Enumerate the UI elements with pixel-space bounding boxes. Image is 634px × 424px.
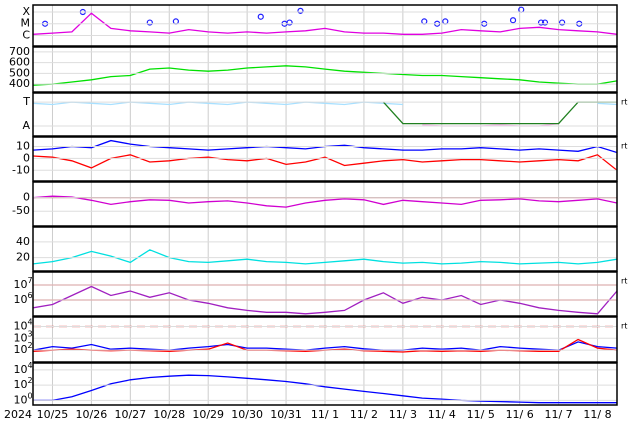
event-marker	[297, 7, 304, 14]
x-tick-label: 11/ 3	[389, 408, 417, 421]
tick-base: 10	[13, 278, 27, 291]
y-tick-label: M	[21, 17, 31, 30]
y-tick-label: -10	[12, 163, 30, 176]
x-tick-label: 10/27	[114, 408, 146, 421]
y-tick-label: 106	[13, 290, 32, 306]
y-tick-label: 400	[9, 77, 30, 90]
x-tick-label: 11/ 1	[311, 408, 339, 421]
y-tick-label: 107	[13, 276, 32, 292]
panel-frame	[32, 136, 618, 182]
event-marker	[559, 19, 566, 26]
plot-area	[33, 374, 617, 404]
y-tick-label: 0	[23, 191, 30, 204]
x-tick-label: 11/ 6	[506, 408, 534, 421]
tick-exponent: 4	[27, 317, 32, 326]
side-label: rt	[621, 98, 627, 107]
series-line	[33, 101, 617, 106]
side-label: rt	[621, 322, 627, 331]
x-tick-label: 10/25	[37, 408, 69, 421]
y-tick-label: -50	[12, 204, 30, 217]
panel-frame	[32, 316, 618, 363]
tick-base: 10	[13, 319, 27, 332]
tick-exponent: 4	[27, 360, 32, 369]
event-marker	[509, 17, 517, 24]
series-line	[382, 101, 617, 125]
series-line	[33, 285, 617, 315]
x-tick-label: 10/30	[231, 408, 263, 421]
y-tick-label: 0	[23, 151, 30, 164]
series-line	[33, 341, 617, 351]
panel-frame	[32, 46, 618, 93]
y-tick-label: 500	[9, 66, 30, 79]
event-marker	[172, 18, 179, 25]
y-tick-label: A	[22, 119, 30, 132]
x-tick-label: 11/ 2	[350, 408, 378, 421]
series-line	[33, 65, 617, 86]
panel-frame	[32, 362, 618, 406]
tick-base: 10	[13, 293, 27, 306]
y-tick-label: T	[22, 95, 30, 108]
x-tick-label: 10/26	[76, 408, 108, 421]
tick-exponent: 2	[27, 376, 32, 385]
panel-frame	[32, 92, 618, 137]
y-tick-label: 40	[16, 235, 30, 248]
y-tick-label: 103	[13, 329, 32, 345]
event-marker	[286, 19, 293, 26]
tick-base: 10	[13, 378, 27, 391]
y-tick-label: 20	[16, 251, 30, 264]
y-tick-label: C	[22, 28, 30, 41]
y-tick-label: 100	[13, 391, 32, 407]
y-tick-label: 104	[13, 317, 32, 333]
x-tick-label: 11/ 7	[544, 408, 572, 421]
tick-exponent: 6	[27, 290, 32, 299]
x-tick-label: 11/ 4	[428, 408, 456, 421]
y-tick-label: 700	[9, 45, 30, 58]
series-line	[33, 12, 617, 35]
panel-frame	[32, 271, 618, 317]
event-marker	[146, 19, 153, 26]
tick-base: 10	[13, 363, 27, 376]
tick-exponent: 0	[27, 391, 32, 400]
y-tick-label: 600	[9, 56, 30, 69]
panel-frame	[32, 181, 618, 227]
tick-base: 10	[13, 331, 27, 344]
series-line	[33, 249, 617, 265]
panel-frame	[32, 4, 618, 47]
plot-area	[33, 249, 617, 265]
tick-exponent: 7	[27, 276, 32, 285]
event-marker	[442, 18, 449, 25]
x-tick-label: 10/28	[153, 408, 185, 421]
y-tick-label: X	[22, 5, 30, 18]
x-tick-label: 11/ 5	[467, 408, 495, 421]
plot-area	[33, 65, 617, 86]
tick-exponent: 2	[27, 341, 32, 350]
y-tick-label: 102	[13, 376, 32, 392]
event-marker	[421, 18, 428, 25]
year-label: 2024	[4, 408, 32, 421]
series-line	[33, 374, 617, 404]
x-tick-label: 10/29	[192, 408, 224, 421]
panel-frame	[32, 226, 618, 272]
series-line	[33, 154, 617, 171]
tick-base: 10	[13, 343, 27, 356]
x-tick-label: 10/31	[270, 408, 302, 421]
event-marker	[257, 13, 264, 20]
side-label: rt	[621, 277, 627, 286]
side-label: rt	[621, 142, 627, 151]
y-tick-label: 104	[13, 360, 32, 376]
event-marker	[537, 19, 545, 26]
x-tick-label: 11/ 8	[583, 408, 611, 421]
series-line	[33, 195, 617, 208]
tick-base: 10	[13, 393, 27, 406]
y-tick-label: 10	[16, 140, 30, 153]
y-tick-label: 102	[13, 341, 32, 357]
event-marker	[541, 19, 549, 26]
tick-exponent: 3	[27, 329, 32, 338]
